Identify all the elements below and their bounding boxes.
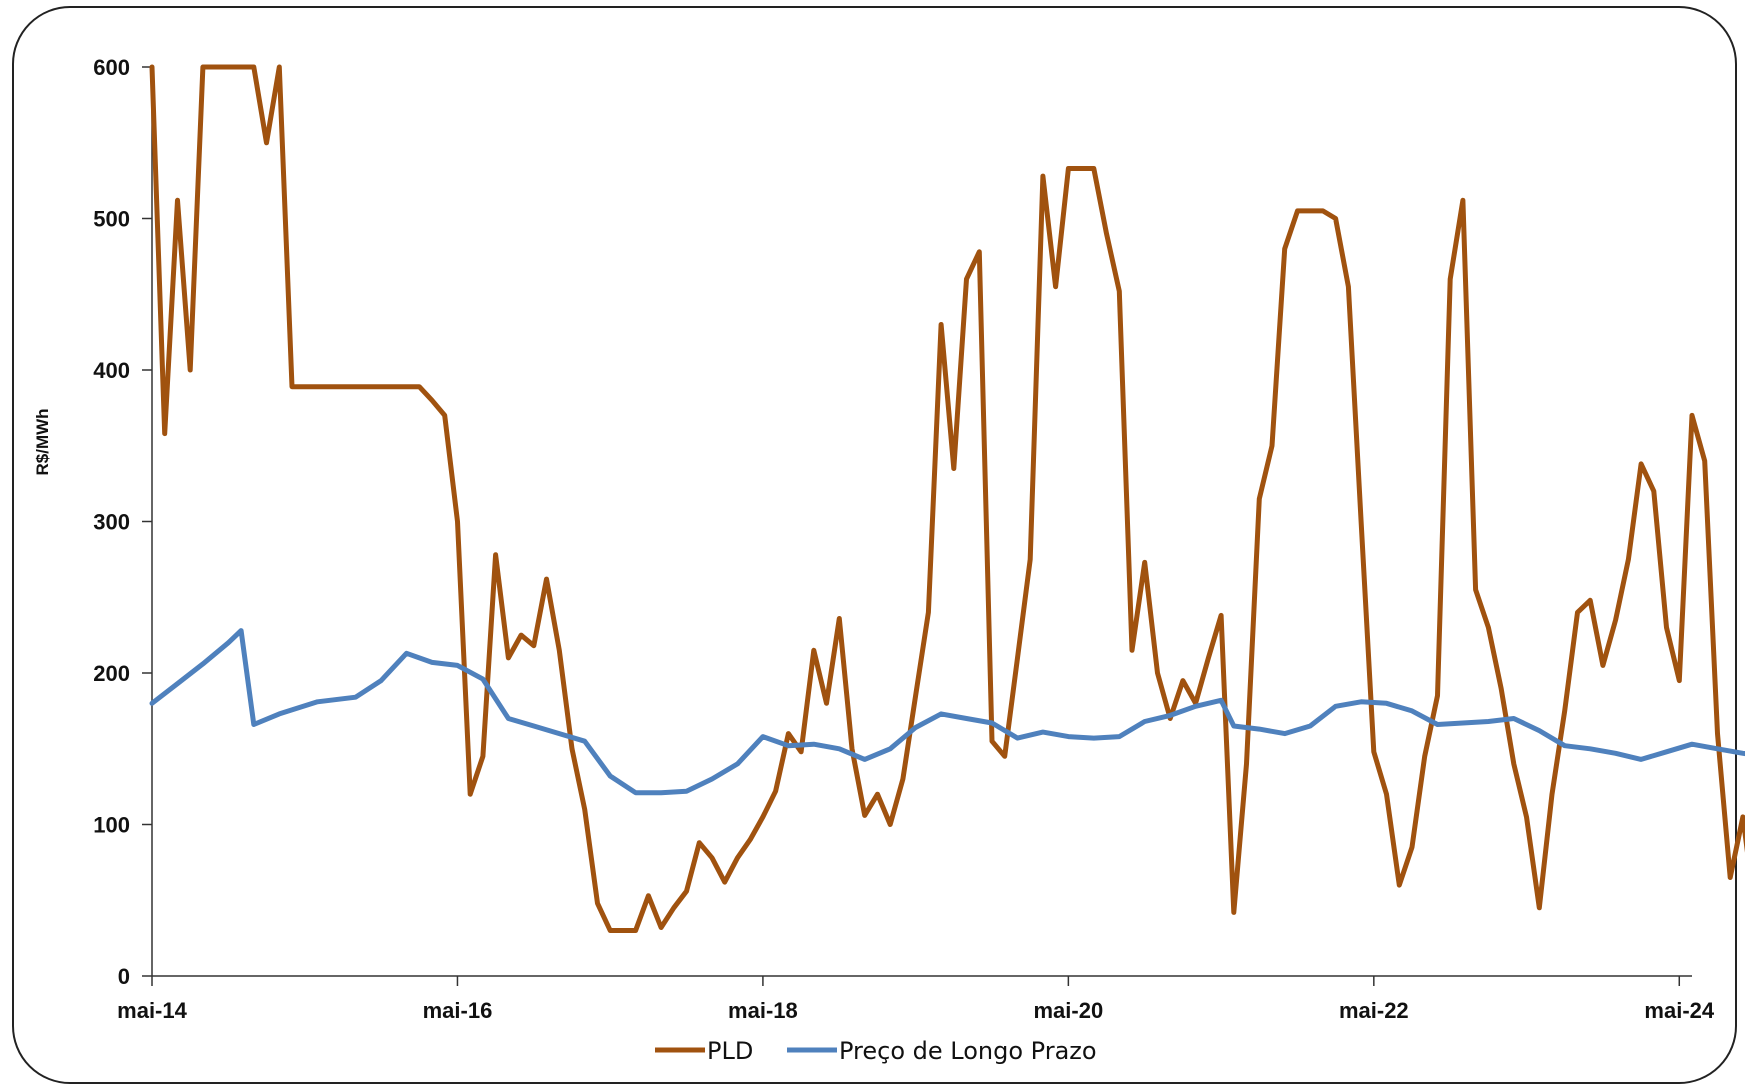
x-tick-label: mai-22 bbox=[1339, 998, 1409, 1023]
axes: 0 100 200 300 400 500 600 mai-14 mai-16 mai-18 mai… bbox=[93, 55, 1715, 1023]
series-line-pld bbox=[149, 64, 1745, 933]
x-tick-label: mai-16 bbox=[423, 998, 493, 1023]
y-tick-label: 100 bbox=[93, 813, 130, 838]
x-tick-label: mai-20 bbox=[1034, 998, 1104, 1023]
y-tick-label: 0 bbox=[118, 964, 130, 989]
series-layer bbox=[149, 64, 1745, 933]
y-tick-label: 600 bbox=[93, 55, 130, 80]
x-tick-label: mai-14 bbox=[117, 998, 187, 1023]
y-tick-label: 200 bbox=[93, 661, 130, 686]
series-line-longo-prazo bbox=[149, 628, 1745, 796]
legend: PLD Preço de Longo Prazo bbox=[655, 1037, 1097, 1065]
legend-label: Preço de Longo Prazo bbox=[839, 1037, 1097, 1065]
y-tick-label: 500 bbox=[93, 207, 130, 232]
legend-label: PLD bbox=[707, 1037, 753, 1065]
y-axis-label: R$/MWh bbox=[33, 408, 52, 475]
x-tick-label: mai-18 bbox=[728, 998, 798, 1023]
chart-frame bbox=[12, 6, 1737, 1084]
y-tick-label: 300 bbox=[93, 510, 130, 535]
x-tick-label: mai-24 bbox=[1644, 998, 1714, 1023]
y-tick-label: 400 bbox=[93, 358, 130, 383]
